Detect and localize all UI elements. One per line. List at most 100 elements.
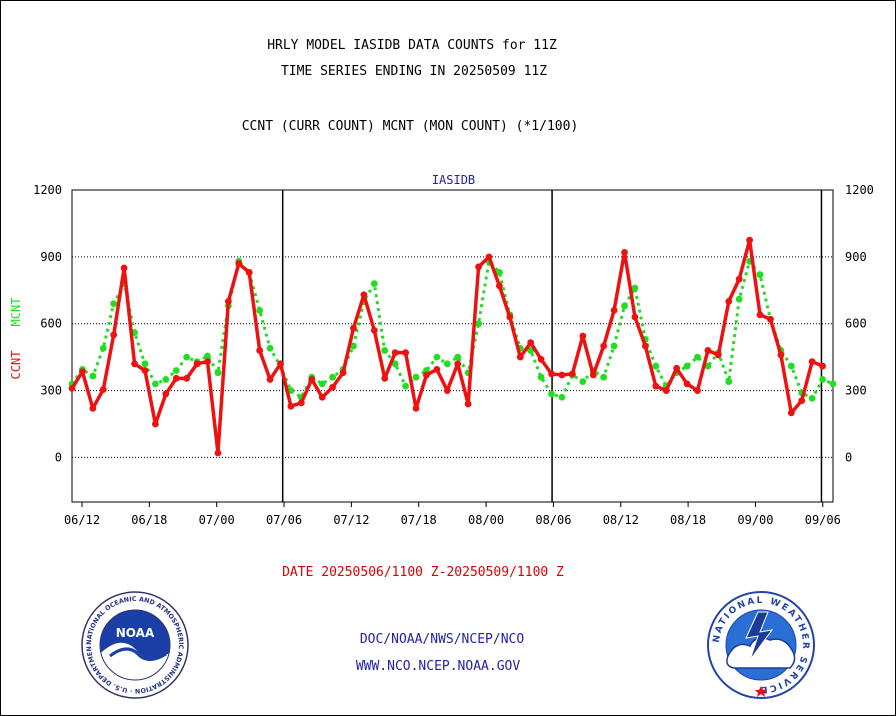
x-tick-label: 07/06 [266, 513, 302, 527]
mcnt-series-point [110, 300, 118, 308]
mcnt-series-point [89, 372, 97, 380]
ccnt-series-point [714, 351, 722, 359]
ccnt-series-point [172, 374, 180, 382]
y-tick-label-left: 0 [55, 450, 62, 464]
ccnt-series-point [235, 260, 243, 267]
mcnt-series-point [579, 378, 587, 386]
mcnt-series-point [350, 342, 357, 350]
mcnt-series-point [610, 342, 618, 350]
mcnt-series-point [443, 360, 451, 368]
ccnt-series-point [141, 367, 149, 374]
plot-frame [71, 189, 834, 503]
mcnt-series-point [496, 269, 503, 276]
ccnt-series-point [641, 342, 649, 350]
ccnt-series-point [443, 387, 451, 394]
ccnt-series-point [245, 269, 253, 276]
ccnt-series-point [756, 311, 764, 319]
ccnt-series-point [735, 275, 743, 283]
ccnt-series-point [360, 291, 368, 299]
y-tick-label-left: 900 [40, 250, 62, 264]
mcnt-series-point [454, 353, 462, 361]
y-tick-label-right: 1200 [845, 183, 874, 197]
ccnt-series-point [297, 399, 305, 407]
ccnt-series-point [120, 264, 128, 272]
ccnt-series-point [673, 364, 681, 372]
chart-title-line2: TIME SERIES ENDING IN 20250509 11Z [280, 64, 548, 79]
mcnt-series-point [370, 280, 378, 287]
ccnt-series-point [798, 397, 806, 404]
mcnt-series-point [735, 295, 743, 303]
x-tick-label: 07/18 [401, 513, 437, 527]
ccnt-series-point [704, 347, 712, 354]
ccnt-series-point [485, 253, 493, 261]
ccnt-series-point [256, 347, 264, 354]
ccnt-series-point [423, 371, 430, 379]
ccnt-series-point [454, 360, 462, 368]
ccnt-series-point [610, 306, 618, 314]
x-tick-label: 06/12 [64, 513, 100, 527]
chart-title-line1: HRLY MODEL IASIDB DATA COUNTS for 11Z [267, 38, 557, 53]
ccnt-series-point [339, 369, 347, 377]
ccnt-series-point [506, 313, 514, 321]
ccnt-series-point [68, 384, 76, 392]
ccnt-series-point [277, 360, 284, 368]
ccnt-series-point [516, 353, 524, 361]
ccnt-series-point [204, 358, 211, 365]
y-tick-label-right: 300 [845, 384, 867, 398]
ccnt-series-point [79, 368, 86, 376]
ccnt-series-point [475, 263, 482, 271]
y-axis-label-mcnt: MCNT [9, 298, 23, 327]
mcnt-series-point [787, 362, 795, 370]
mcnt-series-point [433, 353, 441, 361]
ccnt-series-point [214, 449, 222, 457]
mcnt-series-point [537, 373, 545, 381]
chart-legend-description: CCNT (CURR COUNT) MCNT (MON COUNT) (*1/1… [241, 119, 579, 134]
ccnt-series-point [329, 383, 337, 391]
ccnt-series-point [694, 387, 701, 394]
ccnt-series-point [370, 327, 378, 334]
ccnt-series-point [183, 374, 191, 382]
noaa-logo-text: NOAA [116, 626, 155, 640]
ccnt-series-point [224, 298, 232, 305]
ccnt-series-point [193, 360, 201, 368]
ccnt-series-point [391, 349, 399, 357]
ccnt-series-point [412, 405, 420, 412]
mcnt-series-point [151, 380, 159, 388]
ccnt-series-point [548, 370, 555, 378]
y-tick-label-right: 900 [845, 250, 867, 264]
website-link[interactable]: WWW.NCO.NCEP.NOAA.GOV [355, 659, 521, 674]
x-tick-label: 07/00 [199, 513, 235, 527]
ccnt-series-point [683, 380, 691, 388]
y-tick-label-left: 1200 [33, 183, 62, 197]
x-tick-label: 08/06 [535, 513, 571, 527]
ccnt-series-point [631, 313, 639, 321]
ccnt-series-point [496, 282, 503, 290]
ccnt-series-point [808, 358, 816, 365]
mcnt-series-point [214, 369, 222, 377]
mcnt-series-point [183, 353, 191, 361]
ccnt-series-point [318, 393, 326, 401]
ccnt-series-point [464, 400, 472, 408]
x-tick-label: 06/18 [131, 513, 167, 527]
x-tick-label: 09/00 [737, 513, 773, 527]
org-path-link[interactable]: DOC/NOAA/NWS/NCEP/NCO [359, 632, 525, 647]
mcnt-series-point [475, 320, 482, 328]
ccnt-series-point [600, 342, 608, 350]
mcnt-series-point [172, 367, 180, 374]
y-axis-label-ccnt: CCNT [9, 351, 23, 380]
x-tick-label: 08/12 [603, 513, 639, 527]
mcnt-series-point [829, 380, 837, 388]
mcnt-series-point [527, 347, 535, 354]
mcnt-series-point [266, 344, 274, 352]
mcnt-series-point [704, 362, 712, 370]
y-tick-label-right: 0 [845, 450, 852, 464]
mcnt-series-point [99, 344, 107, 352]
date-range: DATE 20250506/1100 Z-20250509/1100 Z [282, 565, 564, 580]
ccnt-series-point [537, 355, 545, 363]
y-tick-label-left: 300 [40, 384, 62, 398]
mcnt-series-point [621, 302, 628, 310]
ccnt-series-point [151, 420, 159, 428]
mcnt-series-point [631, 284, 639, 292]
mcnt-series-point [402, 382, 409, 390]
mcnt-series-point [318, 380, 326, 388]
